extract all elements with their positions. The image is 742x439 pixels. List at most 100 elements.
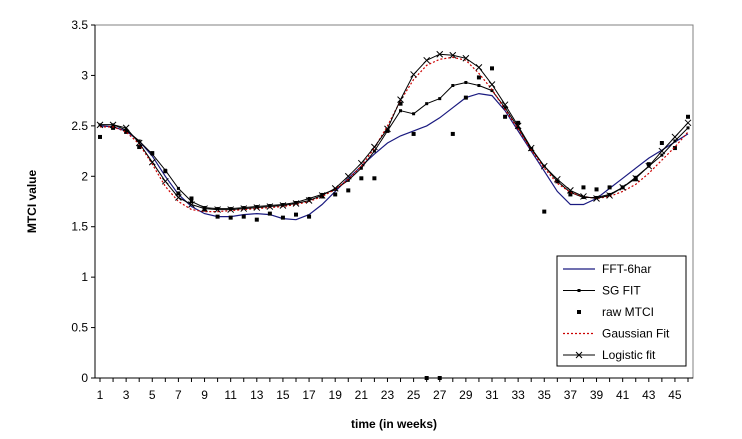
series-logistic-fit-line (100, 53, 689, 211)
x-tick-label: 5 (149, 388, 156, 402)
series-sg-fit-point (490, 89, 494, 93)
series-sg-fit-point (425, 102, 429, 106)
series-raw-mtci-point (385, 128, 390, 133)
x-marker-stroke (201, 205, 208, 212)
series-sg-fit-point (268, 204, 272, 208)
x-tick-label: 11 (224, 388, 237, 402)
x-tick-label: 15 (276, 388, 290, 402)
series-raw-mtci-point (228, 215, 233, 220)
x-marker-stroke (410, 71, 417, 78)
series-sg-fit-point (242, 206, 246, 210)
series-raw-mtci-point (437, 376, 442, 380)
series-raw-mtci-point (124, 129, 129, 134)
series-logistic-fit-point (606, 192, 613, 199)
y-tick-label: 2 (81, 169, 88, 183)
x-marker-stroke (344, 172, 352, 180)
x-tick-label: 33 (511, 388, 525, 402)
series-raw-mtci-point (137, 145, 142, 150)
series-logistic-fit-point (553, 175, 561, 183)
x-marker-stroke (188, 201, 195, 208)
x-marker-stroke (161, 177, 169, 185)
x-marker-stroke (501, 101, 509, 109)
series-logistic-fit-point (201, 205, 208, 212)
x-marker-stroke (527, 144, 535, 152)
series-sg-fit-point (137, 139, 141, 143)
series-logistic-fit-point (240, 205, 248, 212)
series-sg-fit-point (307, 196, 311, 200)
x-tick-label: 19 (329, 388, 343, 402)
series-sg-fit-point (176, 186, 180, 190)
x-marker-stroke (175, 194, 182, 201)
x-marker-stroke (423, 56, 431, 64)
x-tick-label: 21 (355, 388, 369, 402)
series-raw-mtci-point (294, 212, 298, 217)
y-tick-label: 1 (81, 270, 88, 284)
legend-logistic-fit-label: Logistic fit (602, 348, 656, 362)
series-raw-mtci-point (111, 125, 116, 130)
x-marker-stroke (122, 124, 130, 132)
series-logistic-fit-point (462, 54, 470, 62)
series-logistic-fit-point (475, 64, 483, 71)
y-tick-label: 1.5 (71, 220, 88, 234)
series-logistic-fit-point (514, 122, 522, 130)
series-sg-fit-point (124, 128, 128, 132)
x-tick-label: 45 (668, 388, 682, 402)
series-raw-mtci-point (398, 101, 403, 106)
x-tick-label: 3 (123, 388, 130, 402)
x-tick-label: 29 (459, 388, 473, 402)
series-sg-fit-point (281, 203, 285, 207)
y-tick-label: 3.5 (71, 18, 88, 32)
x-marker-stroke (331, 185, 339, 192)
series-raw-mtci-point (359, 176, 364, 181)
series-raw-mtci-point (307, 214, 312, 219)
x-tick-label: 1 (97, 388, 104, 402)
series-sg-fit-point (359, 166, 363, 170)
legend-logistic-fit-swatch-marker (575, 351, 583, 359)
series-sg-fit-point (399, 109, 403, 113)
series-logistic-fit-point (344, 172, 352, 180)
x-marker-stroke (436, 50, 444, 58)
series-sg-fit-point (412, 112, 416, 116)
series-sg-fit-point (294, 201, 298, 205)
x-marker-stroke (279, 202, 287, 209)
series-logistic-fit-point (109, 121, 117, 129)
series-raw-mtci-point (267, 211, 272, 216)
series-raw-mtci-point (633, 177, 638, 182)
series-raw-mtci-point (280, 215, 285, 220)
x-marker-stroke (384, 125, 391, 133)
series-raw-mtci-point (503, 114, 508, 119)
series-logistic-fit-point (357, 159, 365, 167)
series-raw-mtci-point (189, 196, 194, 201)
series-raw-mtci-point (672, 146, 677, 151)
series-raw-mtci-point (333, 192, 338, 197)
x-tick-label: 41 (616, 388, 630, 402)
series-sg-fit-point (216, 207, 220, 211)
x-marker-stroke (109, 121, 117, 129)
x-marker-stroke (671, 133, 679, 141)
series-raw-mtci-point (516, 120, 521, 125)
series-logistic-fit-point (292, 200, 300, 207)
series-raw-mtci-point (490, 66, 494, 71)
series-sg-fit-point (660, 153, 664, 157)
series-logistic-fit-point (488, 81, 496, 88)
series-raw-mtci-point (241, 214, 246, 219)
series-logistic-fit-point (397, 96, 404, 103)
legend-fft-6har-label: FFT-6har (602, 262, 651, 276)
y-tick-label: 0 (81, 371, 88, 385)
series-sg-fit-point (255, 205, 259, 209)
series-logistic-fit-point (567, 187, 574, 194)
series-raw-mtci-point (555, 179, 560, 184)
x-marker-stroke (135, 139, 143, 147)
x-marker-stroke (305, 197, 313, 204)
series-sg-fit-point (229, 207, 233, 211)
x-marker-stroke (449, 51, 457, 59)
series-raw-mtci-point (542, 209, 547, 214)
y-tick-label: 3 (81, 68, 88, 82)
series-logistic-fit-point (122, 124, 130, 132)
x-tick-label: 23 (381, 388, 395, 402)
series-raw-mtci-point (568, 192, 573, 197)
series-raw-mtci-point (450, 131, 455, 136)
series-raw-mtci-point (424, 376, 429, 380)
series-raw-mtci-point (686, 114, 690, 119)
x-marker-stroke (253, 204, 261, 211)
